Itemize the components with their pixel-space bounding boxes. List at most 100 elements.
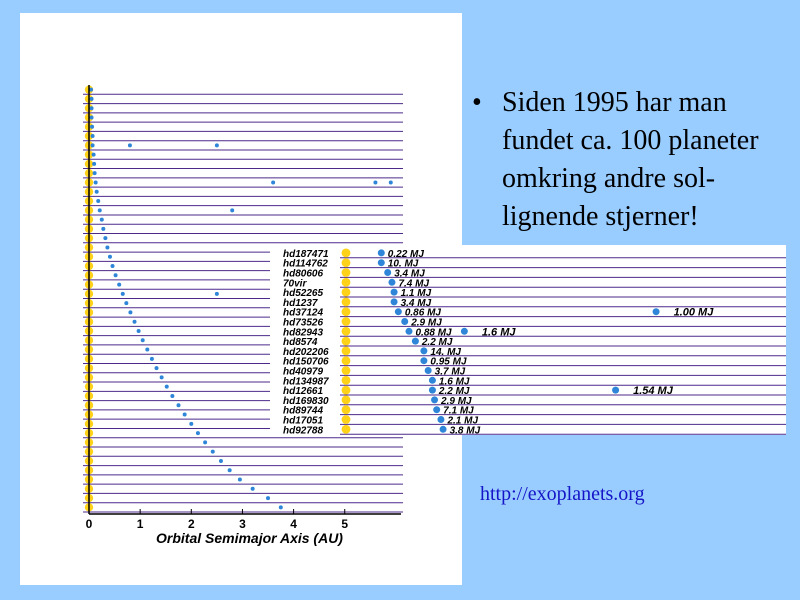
x-tick-label: 4 xyxy=(290,517,297,531)
planet xyxy=(89,96,94,101)
star-symbol xyxy=(341,287,351,297)
mass-label: 2.2 MJ xyxy=(421,337,453,348)
star-name: hd1237 xyxy=(283,298,318,309)
planet xyxy=(94,189,99,194)
mass-label: 1.6 MJ xyxy=(482,326,517,338)
star-name: hd17051 xyxy=(283,416,323,427)
star-symbol xyxy=(341,385,351,395)
planet xyxy=(214,291,219,296)
star-name: hd89744 xyxy=(283,406,323,417)
star-name: hd82943 xyxy=(283,327,323,338)
planet xyxy=(89,87,94,92)
planet xyxy=(132,319,137,324)
planet xyxy=(210,449,215,454)
planet xyxy=(384,269,392,276)
planet xyxy=(390,288,398,296)
star-symbol xyxy=(341,258,351,268)
star-name: hd169830 xyxy=(283,396,329,407)
planet xyxy=(117,282,122,287)
planet xyxy=(145,347,150,352)
mass-label: 0.86 MJ xyxy=(405,308,442,319)
planet xyxy=(182,412,187,417)
planet xyxy=(90,143,95,148)
star-name: hd40979 xyxy=(283,367,323,378)
planet xyxy=(460,327,468,335)
star-name: hd134987 xyxy=(283,376,329,387)
planet xyxy=(97,208,102,213)
star-symbol xyxy=(341,277,351,287)
mass-label: 2.1 MJ xyxy=(446,416,478,427)
planet xyxy=(124,301,129,306)
star-symbol xyxy=(341,336,351,346)
planet xyxy=(107,254,112,259)
planet xyxy=(154,366,159,371)
planet xyxy=(136,328,141,333)
star-symbol xyxy=(341,346,351,356)
link[interactable]: http://exoplanets.org xyxy=(480,483,645,505)
planet xyxy=(388,278,396,286)
mass-label: 7.4 MJ xyxy=(398,278,429,289)
planet xyxy=(128,310,133,315)
planet xyxy=(411,337,419,345)
planet xyxy=(96,199,101,204)
planet xyxy=(214,143,219,148)
star-symbol xyxy=(341,307,351,317)
bullet: • Siden 1995 har man fundet ca. 100 plane… xyxy=(472,84,792,236)
star-name: hd8574 xyxy=(283,337,318,348)
mass-label: 3.7 MJ xyxy=(435,367,466,378)
planet xyxy=(195,431,200,436)
planet xyxy=(401,318,409,325)
star-symbol xyxy=(341,248,351,258)
star-name: hd52265 xyxy=(283,288,323,299)
star-name: hd150706 xyxy=(283,357,329,368)
star-symbol xyxy=(341,405,351,415)
star-name: hd187471 xyxy=(283,249,329,260)
star-symbol xyxy=(341,326,351,336)
star-symbol xyxy=(341,375,351,385)
star-symbol xyxy=(341,366,351,375)
planet xyxy=(90,124,95,129)
planet xyxy=(149,356,154,361)
planet xyxy=(120,291,125,296)
planet xyxy=(439,425,447,433)
planet xyxy=(420,357,428,365)
planet xyxy=(92,171,97,176)
star-symbol xyxy=(341,415,351,424)
planet xyxy=(227,468,232,473)
mass-label: 2.9 MJ xyxy=(410,318,442,329)
x-axis-label: Orbital Semimajor Axis (AU) xyxy=(156,530,343,546)
x-tick-label: 5 xyxy=(341,517,348,531)
mass-label: 3.8 MJ xyxy=(450,425,481,436)
planet xyxy=(266,496,271,501)
mass-label: 0.88 MJ xyxy=(415,327,452,338)
inset-panel xyxy=(270,245,786,435)
planet xyxy=(237,477,242,482)
mass-label: 3.4 MJ xyxy=(401,298,432,309)
planet xyxy=(203,440,208,445)
star-name: 70vir xyxy=(283,278,307,289)
x-tick-label: 2 xyxy=(188,517,195,531)
planet xyxy=(189,421,194,426)
star-name: hd92788 xyxy=(283,425,323,436)
planet xyxy=(428,376,436,384)
mass-label: 1.1 MJ xyxy=(401,288,432,299)
x-tick-label: 3 xyxy=(239,517,246,531)
mass-label: 1.54 MJ xyxy=(633,385,674,397)
planet xyxy=(89,106,94,111)
mass-label: 0.22 MJ xyxy=(388,249,425,260)
planet xyxy=(113,273,118,278)
planet xyxy=(428,386,436,394)
planet xyxy=(99,217,104,222)
planet xyxy=(377,249,385,257)
planet xyxy=(278,505,283,510)
planet xyxy=(652,308,660,316)
planet xyxy=(390,298,398,306)
planet xyxy=(91,152,96,157)
planet xyxy=(405,327,413,335)
planet xyxy=(218,458,223,463)
x-tick-label: 0 xyxy=(86,517,93,531)
mass-label: 1.6 MJ xyxy=(439,376,470,387)
